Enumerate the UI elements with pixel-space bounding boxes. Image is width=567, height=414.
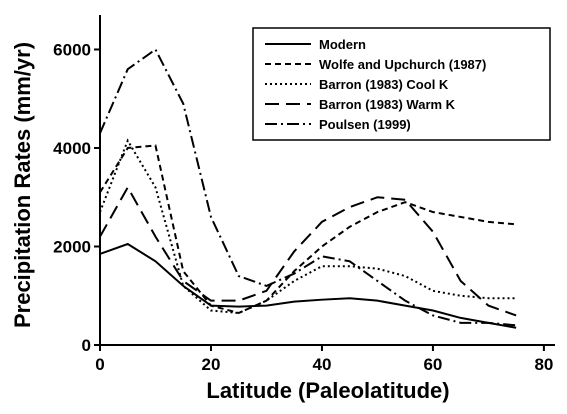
y-axis-label: Precipitation Rates (mm/yr) — [10, 42, 35, 328]
x-tick-label: 20 — [202, 355, 221, 374]
y-tick-label: 6000 — [53, 40, 91, 59]
x-tick-label: 60 — [423, 355, 442, 374]
legend-label: Wolfe and Upchurch (1987) — [319, 57, 486, 72]
legend-label: Poulsen (1999) — [319, 117, 411, 132]
series-line — [99, 47, 517, 327]
y-tick-label: 4000 — [53, 139, 91, 158]
series-line — [99, 138, 517, 315]
legend-label: Modern — [319, 37, 366, 52]
legend-box — [252, 27, 551, 141]
x-tick-label: 80 — [534, 355, 553, 374]
x-tick-label: 0 — [95, 355, 104, 374]
y-tick-label: 2000 — [53, 237, 91, 256]
legend-label: Barron (1983) Cool K — [319, 77, 449, 92]
y-tick-label: 0 — [82, 336, 91, 355]
series-line — [99, 144, 517, 315]
series-line — [99, 185, 517, 317]
series-line — [99, 242, 517, 329]
legend-label: Barron (1983) Warm K — [319, 97, 456, 112]
x-tick-label: 40 — [312, 355, 331, 374]
x-axis-label: Latitude (Paleolatitude) — [206, 378, 449, 403]
